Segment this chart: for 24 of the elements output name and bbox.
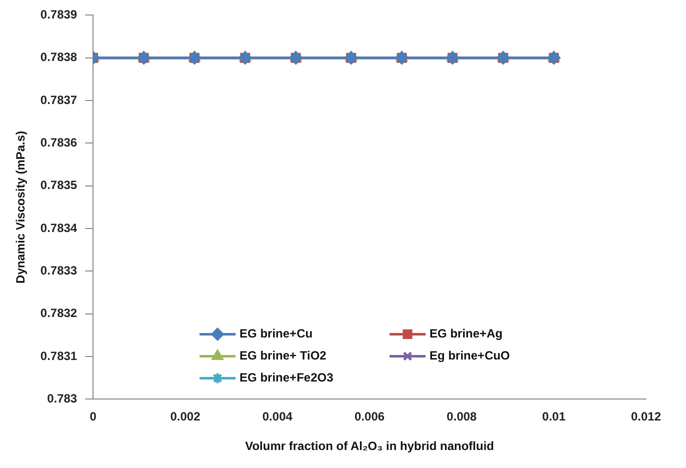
x-tick-label: 0.008: [446, 410, 478, 424]
x-tick-label: 0.012: [630, 410, 662, 424]
y-tick-label: 0.7837: [40, 92, 78, 107]
y-tick-label: 0.7834: [40, 220, 78, 235]
x-tick-label: 0.004: [262, 410, 293, 424]
y-tick-label: 0.7832: [40, 306, 78, 320]
y-tick-label: 0.7833: [40, 264, 78, 278]
legend-label: EG brine+Cu: [240, 326, 313, 341]
y-tick-label: 0.7836: [40, 136, 78, 150]
x-tick-label: 0.01: [542, 410, 566, 424]
y-tick-label: 0.7831: [40, 348, 78, 363]
y-tick-label: 0.7835: [40, 178, 78, 192]
x-axis-title: Volumr fraction of Al₂O₃ in hybrid nanofluid: [245, 439, 494, 454]
x-tick-label: 0.006: [354, 410, 385, 424]
y-axis-title: Dynamic Viscosity (mPa.s): [14, 130, 28, 284]
legend-label: EG brine+Ag: [430, 326, 503, 341]
x-tick-label: 0: [90, 410, 97, 424]
y-tick-label: 0.7838: [40, 50, 78, 64]
legend-label: EG brine+ TiO2: [240, 348, 327, 363]
legend-label: Eg brine+CuO: [430, 348, 510, 363]
y-tick-label: 0.783: [47, 392, 78, 406]
legend-label: EG brine+Fe2O3: [240, 370, 334, 385]
y-tick-label: 0.7839: [40, 8, 78, 22]
x-tick-label: 0.002: [170, 410, 201, 424]
